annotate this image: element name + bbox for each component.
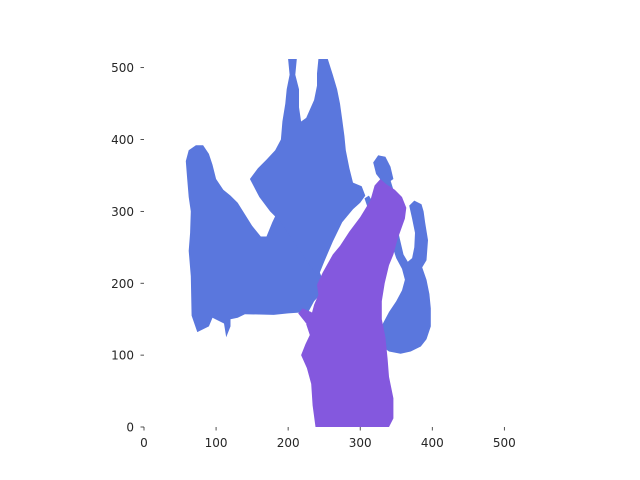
x-tick-label: 100 — [205, 436, 228, 450]
x-tick-label: 400 — [421, 436, 444, 450]
y-tick-label: 400 — [111, 133, 134, 147]
class-1-region — [249, 59, 366, 277]
y-tick-label: 100 — [111, 349, 134, 363]
y-tick-label: 500 — [111, 61, 134, 75]
class-1-region — [373, 155, 394, 185]
y-tick-label: 300 — [111, 205, 134, 219]
y-tick-label: 200 — [111, 277, 134, 291]
x-axis: 0 100 200 300 400 500 — [140, 427, 516, 450]
plot-area — [185, 59, 431, 427]
class-2-region — [301, 179, 407, 427]
class-1-region — [185, 145, 325, 338]
x-tick-label: 500 — [493, 436, 516, 450]
y-tick-label: 0 — [126, 421, 134, 435]
y-axis: 0 100 200 300 400 500 — [111, 61, 144, 435]
x-tick-label: 300 — [349, 436, 372, 450]
x-tick-label: 200 — [277, 436, 300, 450]
x-tick-label: 0 — [140, 436, 148, 450]
class-2-region — [298, 308, 320, 341]
